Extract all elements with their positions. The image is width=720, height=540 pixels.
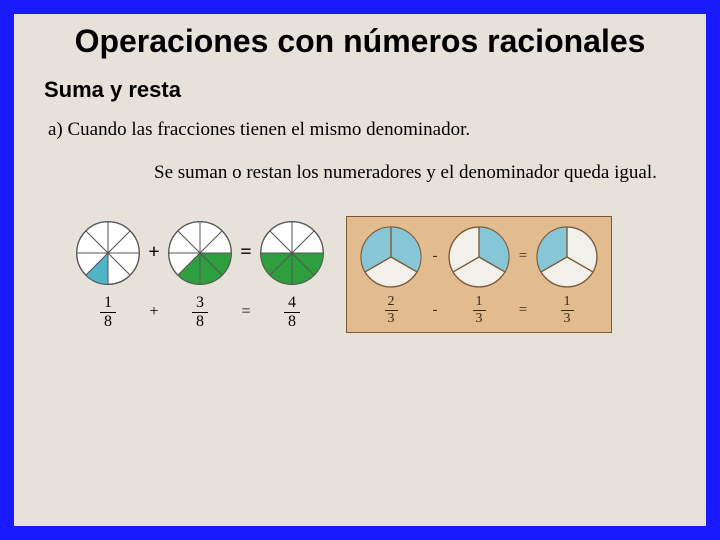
op-minus: - <box>429 302 441 319</box>
pie-4-8 <box>258 219 326 287</box>
body-text: Se suman o restan los numeradores y el d… <box>154 161 676 186</box>
pie-icon <box>533 223 601 291</box>
pie-2-3 <box>357 223 425 291</box>
pie-1-3-result <box>533 223 601 291</box>
left-example: + <box>74 219 326 330</box>
op-plus: + <box>146 241 162 264</box>
op-equals: = <box>517 302 529 319</box>
fraction: 1 8 <box>74 295 142 330</box>
slide: Operaciones con números racionales Suma … <box>14 14 706 526</box>
fraction: 1 3 <box>445 295 513 326</box>
fraction: 3 8 <box>166 295 234 330</box>
left-fraction-row: 1 8 + 3 8 = 4 8 <box>74 295 326 330</box>
right-fraction-row: 2 3 - 1 3 = 1 3 <box>357 295 601 326</box>
pie-icon <box>357 223 425 291</box>
pie-1-3 <box>445 223 513 291</box>
fraction: 2 3 <box>357 295 425 326</box>
section-subtitle: Suma y resta <box>44 77 676 103</box>
left-pie-row: + <box>74 219 326 287</box>
right-example: - = <box>346 216 612 333</box>
diagrams-row: + <box>74 216 676 333</box>
pie-icon <box>445 223 513 291</box>
pie-icon <box>258 219 326 287</box>
pie-icon <box>166 219 234 287</box>
op-equals: = <box>238 303 254 321</box>
pie-1-8 <box>74 219 142 287</box>
fraction: 1 3 <box>533 295 601 326</box>
op-minus: - <box>429 248 441 265</box>
op-plus: + <box>146 303 162 321</box>
pie-3-8 <box>166 219 234 287</box>
op-equals: = <box>517 248 529 265</box>
page-title: Operaciones con números racionales <box>44 24 676 59</box>
pie-icon <box>74 219 142 287</box>
op-equals: = <box>238 241 254 264</box>
fraction: 4 8 <box>258 295 326 330</box>
rule-a: a) Cuando las fracciones tienen el mismo… <box>48 119 676 141</box>
right-pie-row: - = <box>357 223 601 291</box>
